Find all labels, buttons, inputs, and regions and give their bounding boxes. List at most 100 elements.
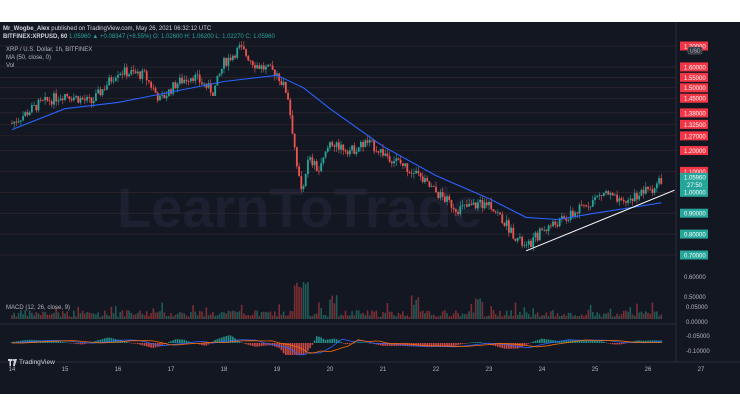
candle-body (377, 151, 380, 153)
candle-body (492, 209, 495, 212)
volume-bar (114, 306, 117, 319)
candle-body (88, 97, 91, 98)
volume-bar (214, 315, 216, 319)
candle-body (112, 80, 115, 82)
candle-body (516, 237, 519, 241)
candle-body (97, 89, 100, 94)
publisher-line: Mr_Wogbe_Alex published on TradingView.c… (3, 25, 211, 33)
volume-bar (631, 314, 634, 319)
candle-body (90, 97, 93, 104)
candle-body (46, 97, 49, 101)
volume-bar (267, 312, 269, 319)
volume-bar (413, 304, 415, 319)
macd-histogram-bar (477, 342, 479, 343)
candle-body (401, 163, 404, 166)
volume-bar (143, 315, 146, 319)
candle-body (552, 221, 554, 227)
candle-body (192, 78, 194, 81)
candle-body (651, 189, 654, 193)
volume-bar (181, 312, 183, 319)
price-tag (680, 83, 708, 93)
tradingview-branding[interactable]: TradingView (8, 359, 55, 366)
macd-histogram-bar (64, 342, 66, 343)
candle-body (218, 73, 221, 76)
candle-body (307, 159, 309, 175)
volume-bar (638, 312, 640, 319)
volume-bar (382, 311, 384, 319)
macd-histogram-bar (238, 341, 241, 343)
macd-histogram-bar (128, 342, 130, 343)
volume-bar (110, 306, 113, 319)
macd-histogram-bar (620, 343, 623, 345)
candle-body (22, 116, 24, 121)
candle-body (329, 142, 331, 148)
volume-bar (653, 311, 656, 319)
macd-histogram-bar (26, 339, 29, 343)
main-series-legend[interactable]: XRP / U.S. Dollar, 1h, BITFINEX (6, 47, 93, 53)
ma-legend[interactable]: MA (50, close, 0) (6, 55, 52, 61)
macd-histogram-bar (150, 343, 152, 348)
volume-bar (589, 304, 592, 319)
macd-histogram-bar (130, 343, 133, 344)
candle-body (468, 203, 471, 207)
macd-histogram-bar (172, 340, 175, 343)
ohlc-values: 1.05960 ▲ +0.08347 (+8.55%) O: 1.02600 H… (69, 34, 275, 40)
volume-bar (499, 310, 501, 319)
candle-body (83, 99, 86, 101)
volume-bar (256, 310, 258, 319)
macd-histogram-bar (198, 343, 201, 345)
volume-bar (393, 315, 395, 319)
macd-histogram-bar (154, 343, 157, 348)
volume-bar (15, 316, 18, 319)
volume-bar (620, 314, 623, 319)
macd-legend[interactable]: MACD (12, 26, close, 9) (6, 305, 71, 311)
macd-histogram-bar (450, 343, 453, 347)
volume-bar (391, 311, 393, 319)
volume-bar (130, 312, 133, 319)
price-tag-label: 0.80000 (684, 233, 706, 239)
volume-bar (554, 316, 557, 319)
macd-histogram-bar (647, 340, 649, 343)
candle-body (95, 93, 97, 101)
volume-bar (614, 316, 616, 319)
volume-bar (545, 312, 548, 319)
volume-bar (642, 313, 645, 319)
candle-body (655, 183, 658, 189)
candle-body (596, 195, 599, 198)
vol-legend[interactable]: Vol (6, 63, 15, 69)
candle-body (154, 88, 157, 93)
volume-bar (86, 312, 88, 319)
symbol-line: BITFINEX:XRPUSD, 60 1.05960 ▲ +0.08347 (… (3, 33, 275, 41)
volume-bar (251, 314, 254, 319)
candle-body (342, 144, 345, 151)
author-name[interactable]: Mr_Wogbe_Alex (3, 26, 50, 32)
volume-bar (488, 315, 490, 319)
volume-bar (205, 307, 208, 319)
volume-bar (81, 310, 84, 319)
macd-histogram-bar (483, 343, 486, 344)
macd-histogram-bar (607, 343, 610, 344)
macd-histogram-bar (481, 342, 484, 343)
volume-bar (227, 310, 230, 319)
macd-histogram-bar (68, 342, 71, 344)
candle-body (240, 45, 243, 47)
macd-histogram-bar (638, 340, 640, 343)
volume-bar (424, 313, 426, 319)
macd-histogram-bar (614, 343, 616, 345)
candle-body (505, 220, 508, 226)
macd-histogram-bar (313, 340, 316, 343)
macd-histogram-bar (519, 343, 521, 348)
price-tag-label: 1.60000 (684, 65, 706, 71)
macd-histogram-bar (640, 340, 643, 343)
volume-bar (379, 316, 382, 319)
volume-bar (212, 311, 214, 319)
macd-histogram-bar (13, 341, 16, 343)
macd-histogram-bar (320, 337, 322, 343)
chart-canvas[interactable]: LearnToTrade1.700001.600001.550001.50000… (0, 22, 740, 394)
volume-bar (388, 311, 391, 319)
candle-body (490, 201, 493, 210)
candle-body (629, 198, 632, 200)
macd-histogram-bar (441, 343, 444, 347)
volume-bar (536, 312, 539, 319)
volume-bar (408, 316, 411, 319)
